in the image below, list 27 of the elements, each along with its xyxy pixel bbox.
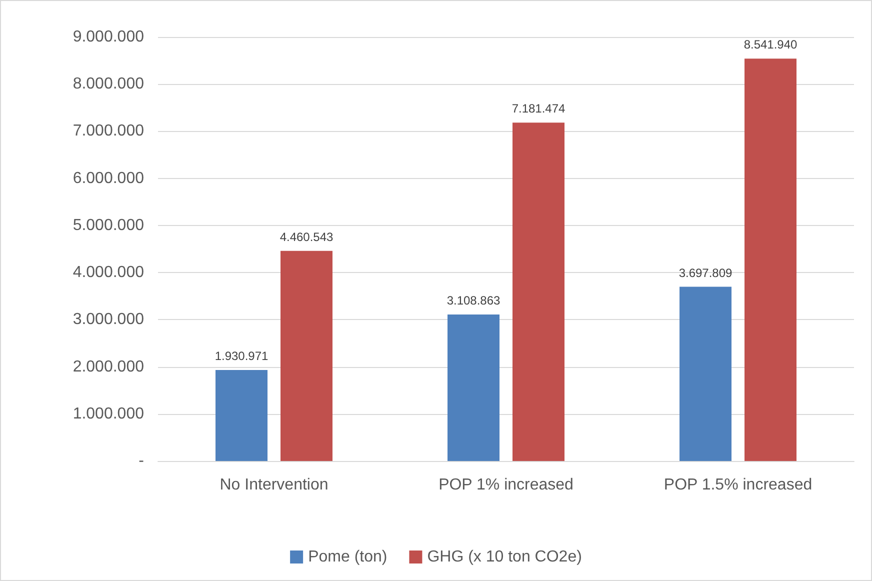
data-label: 3.697.809	[678, 266, 733, 280]
x-tick-label: No Intervention	[220, 476, 328, 494]
data-label: 8.541.940	[744, 38, 798, 52]
bar	[280, 250, 332, 461]
bar	[512, 122, 564, 461]
y-tick-label: 6.000.000	[72, 170, 144, 187]
y-tick-label: 9.000.000	[72, 28, 144, 46]
data-label: 7.181.474	[512, 102, 566, 116]
bar	[744, 58, 796, 461]
bar	[216, 370, 268, 461]
legend-label: Pome (ton)	[308, 548, 388, 566]
x-tick-label: POP 1% increased	[438, 476, 574, 494]
y-tick-label: 3.000.000	[72, 311, 144, 328]
x-tick-label: POP 1.5% increased	[664, 476, 812, 494]
data-label: 3.108.863	[446, 294, 501, 308]
y-tick-label: 1.000.000	[72, 405, 144, 422]
legend-label: GHG (x 10 ton CO2e)	[427, 548, 582, 566]
bar	[680, 286, 732, 461]
y-tick-label: 2.000.000	[72, 358, 144, 376]
bar	[448, 314, 500, 461]
data-label: 4.460.543	[280, 230, 334, 244]
y-tick-label: 5.000.000	[72, 216, 144, 234]
y-tick-label: 4.000.000	[72, 264, 144, 282]
y-tick-label: 8.000.000	[72, 76, 144, 93]
y-tick-label: -	[138, 452, 144, 470]
data-label: 1.930.971	[214, 349, 269, 364]
y-tick-label: 7.000.000	[72, 122, 144, 140]
